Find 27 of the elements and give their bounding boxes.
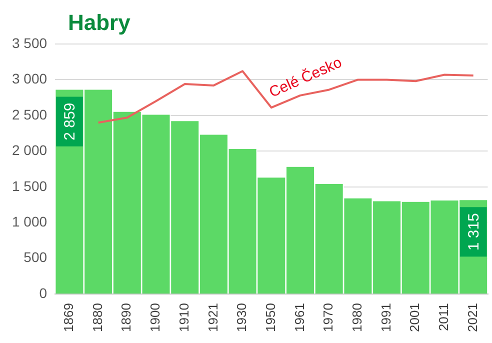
x-tick-label: 1890: [118, 303, 134, 332]
y-tick-label: 1 000: [12, 213, 48, 230]
x-tick-label: 1961: [292, 303, 307, 332]
x-tick-label: 2011: [436, 303, 452, 332]
data-label: 1 315: [465, 213, 482, 251]
x-tick-label: 1910: [176, 303, 192, 332]
x-tick-label: 1980: [350, 303, 365, 332]
chart-title: Habry: [68, 10, 130, 36]
x-tick-label: 1950: [262, 303, 278, 332]
x-tick-label: 1880: [90, 303, 105, 332]
y-tick-label: 1 500: [12, 178, 48, 194]
x-tick-label: 1991: [378, 303, 394, 332]
x-tick-label: 1930: [234, 303, 250, 332]
x-tick-label: 2021: [464, 303, 480, 332]
x-tick-label: 2001: [407, 303, 422, 332]
x-tick-label: 1921: [205, 303, 220, 332]
x-tick-label: 1900: [148, 303, 163, 332]
text: Celé Česko: [266, 53, 344, 102]
y-tick-label: 2 000: [12, 142, 48, 158]
y-tick-label: 0: [39, 284, 48, 301]
y-tick-label: 3 000: [12, 70, 48, 87]
x-tick-label: 1970: [320, 303, 336, 332]
y-tick-label: 3 500: [12, 34, 48, 51]
data-label: 2 859: [62, 102, 79, 140]
y-tick-label: 2 500: [12, 106, 48, 122]
y-tick-label: 500: [24, 249, 48, 266]
x-tick-label: 1869: [61, 303, 76, 332]
